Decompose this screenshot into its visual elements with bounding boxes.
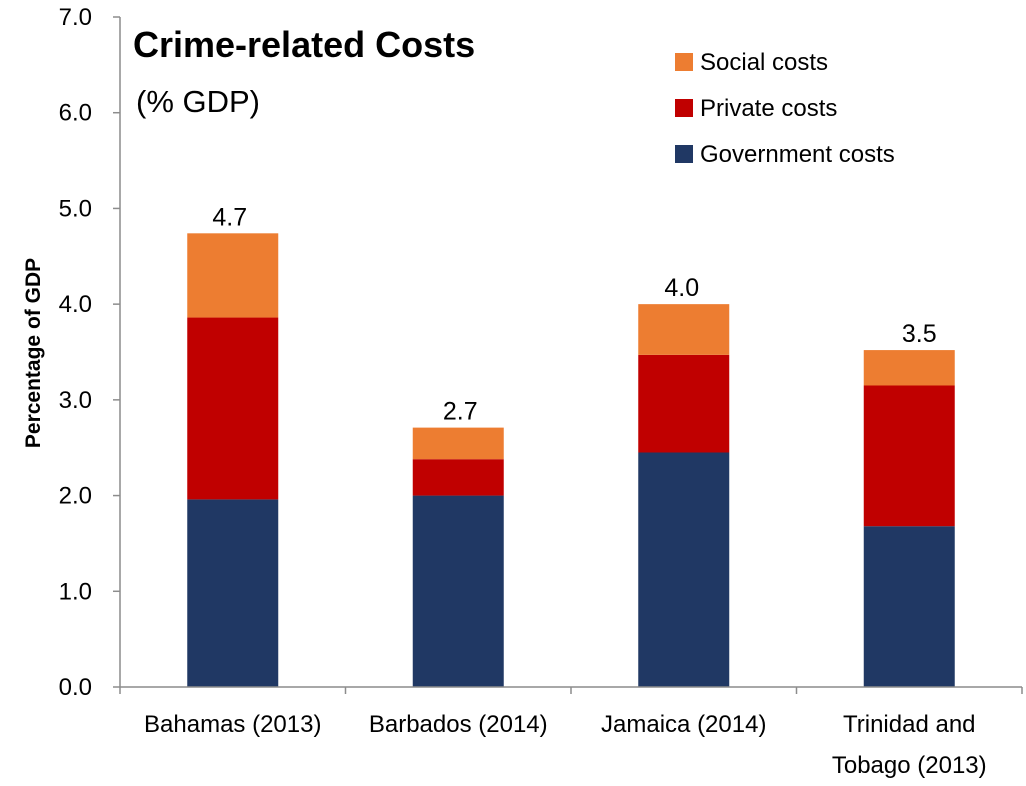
bar-segment-social-costs: [187, 233, 278, 317]
total-label: 4.0: [664, 274, 699, 302]
bar-segment-private-costs: [413, 459, 504, 495]
legend-label: Private costs: [700, 95, 837, 122]
category-labels-group: Bahamas (2013) Barbados (2014) Jamaica (20…: [144, 711, 987, 779]
y-tick-label: 3.0: [59, 387, 92, 414]
bar-segment-government-costs: [638, 453, 729, 688]
legend-label: Social costs: [700, 49, 828, 76]
total-label: 4.7: [212, 203, 247, 231]
y-tick-label: 7.0: [59, 4, 92, 31]
y-tick-label: 0.0: [59, 674, 92, 701]
bar-segment-government-costs: [864, 526, 955, 687]
bar-segment-private-costs: [638, 355, 729, 453]
legend-swatch: [675, 145, 693, 163]
legend-swatch: [675, 99, 693, 117]
x-ticks-group: [120, 687, 1022, 694]
category-label: Bahamas (2013): [144, 711, 321, 738]
chart-subtitle: (% GDP): [136, 84, 260, 119]
bar-segment-social-costs: [413, 428, 504, 460]
total-label: 3.5: [902, 320, 937, 348]
total-label: 2.7: [443, 398, 478, 426]
y-tick-label: 5.0: [59, 195, 92, 222]
y-tick-label: 2.0: [59, 483, 92, 510]
chart-title: Crime-related Costs: [133, 24, 475, 65]
legend-swatch: [675, 53, 693, 71]
legend: Social costs Private costs Government cost…: [675, 49, 895, 168]
y-tick-label: 6.0: [59, 100, 92, 127]
bar-segment-social-costs: [638, 304, 729, 355]
bar-segment-social-costs: [864, 350, 955, 385]
bars-group: [187, 233, 955, 687]
category-label: Tobago (2013): [832, 752, 987, 779]
y-axis-label: Percentage of GDP: [22, 258, 45, 448]
total-labels-group: 4.7 2.7 4.0 3.5: [212, 203, 936, 425]
bar-segment-private-costs: [187, 318, 278, 500]
y-tick-label: 1.0: [59, 578, 92, 605]
y-ticks-group: 0.0 1.0 2.0 3.0 4.0 5.0 6.0 7.0: [59, 4, 120, 701]
bar-segment-government-costs: [413, 496, 504, 687]
legend-label: Government costs: [700, 141, 895, 168]
y-tick-label: 4.0: [59, 291, 92, 318]
bar-segment-government-costs: [187, 499, 278, 687]
category-label: Barbados (2014): [369, 711, 548, 738]
category-label: Trinidad and: [843, 711, 976, 738]
bar-segment-private-costs: [864, 386, 955, 527]
category-label: Jamaica (2014): [601, 711, 766, 738]
